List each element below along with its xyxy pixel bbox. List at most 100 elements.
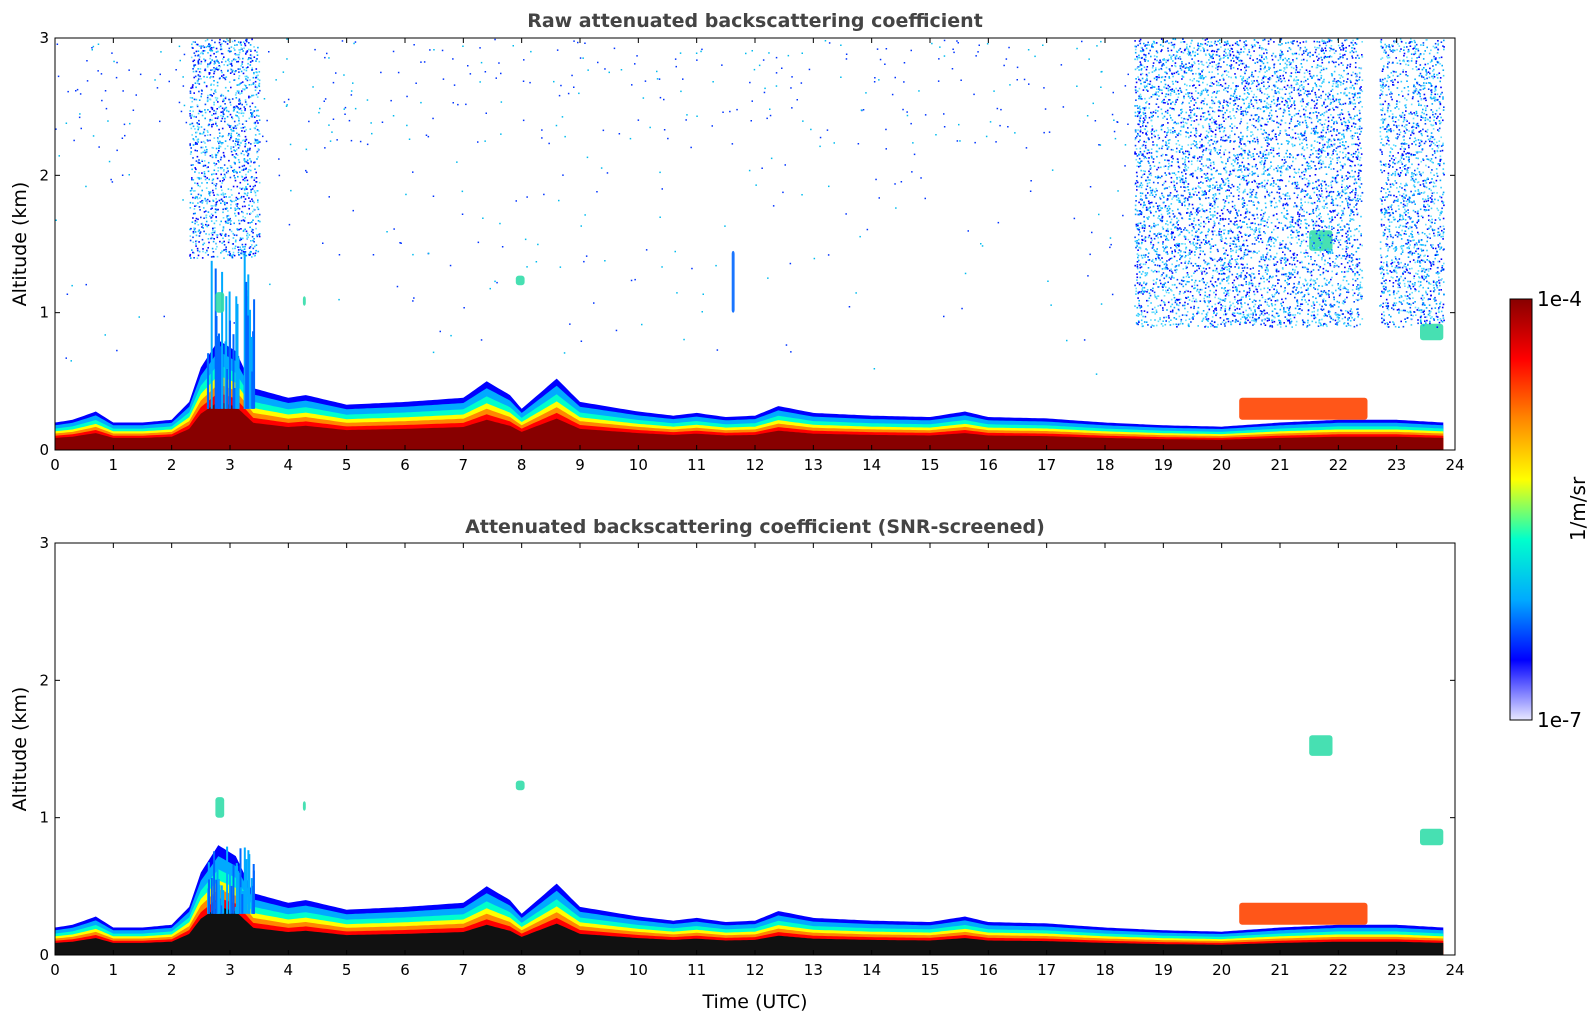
noise-speck xyxy=(1248,149,1250,152)
noise-speck xyxy=(1208,53,1210,55)
noise-speck xyxy=(205,151,208,153)
noise-speck xyxy=(1172,323,1175,326)
noise-speck xyxy=(224,176,227,179)
noise-speck xyxy=(208,191,210,193)
noise-speck xyxy=(1313,227,1315,230)
noise-speck xyxy=(1255,229,1257,231)
noise-speck xyxy=(1201,279,1203,281)
noise-speck xyxy=(219,48,222,51)
noise-speck xyxy=(254,80,257,83)
noise-speck xyxy=(232,232,235,235)
noise-speck xyxy=(1264,184,1267,186)
noise-speck xyxy=(1306,223,1308,225)
noise-speck xyxy=(213,113,215,115)
noise-speck xyxy=(245,176,247,179)
noise-speck xyxy=(1355,199,1357,202)
noise-speck xyxy=(1345,250,1347,253)
noise-speck xyxy=(1224,48,1227,51)
noise-speck xyxy=(1181,157,1184,160)
noise-speck xyxy=(1156,77,1158,80)
noise-speck xyxy=(1240,132,1242,134)
noise-speck xyxy=(1157,305,1159,307)
noise-speck xyxy=(1284,80,1286,83)
noise-speck xyxy=(254,134,257,136)
noise-speck xyxy=(1212,197,1214,199)
noise-speck xyxy=(252,83,254,85)
noise-speck xyxy=(1245,175,1247,178)
noise-speck xyxy=(1256,185,1259,188)
noise-speck xyxy=(231,64,233,67)
noise-speck xyxy=(258,133,261,135)
noise-speck xyxy=(1243,175,1246,178)
noise-speck xyxy=(1174,173,1177,176)
noise-speck xyxy=(1185,177,1187,179)
noise-speck xyxy=(1358,274,1361,276)
noise-speck xyxy=(1307,231,1309,233)
noise-speck xyxy=(1267,226,1269,228)
noise-speck xyxy=(1230,321,1232,323)
noise-speck xyxy=(1182,152,1185,155)
noise-speck xyxy=(192,110,194,113)
noise-speck xyxy=(1173,122,1175,124)
noise-speck xyxy=(1343,163,1346,165)
noise-speck xyxy=(237,251,240,254)
noise-speck xyxy=(1296,219,1299,221)
noise-speck xyxy=(225,250,228,253)
noise-speck xyxy=(228,60,231,63)
noise-speck xyxy=(218,68,220,70)
noise-speck xyxy=(1351,169,1353,172)
noise-speck xyxy=(1263,287,1266,290)
noise-speck xyxy=(241,243,244,246)
noise-speck xyxy=(238,100,240,102)
noise-speck xyxy=(1250,196,1253,198)
noise-speck xyxy=(1184,161,1186,164)
noise-speck xyxy=(1214,199,1217,202)
noise-speck xyxy=(202,227,204,229)
noise-speck xyxy=(1300,251,1302,254)
noise-speck xyxy=(1275,292,1278,294)
noise-speck xyxy=(211,236,213,239)
noise-speck xyxy=(1166,266,1168,269)
noise-speck xyxy=(1201,107,1203,110)
noise-speck xyxy=(1158,215,1160,217)
noise-speck xyxy=(1258,99,1261,101)
noise-speck xyxy=(229,50,231,53)
noise-speck xyxy=(192,157,194,159)
noise-speck xyxy=(1236,158,1239,161)
noise-speck xyxy=(1318,320,1320,322)
noise-speck xyxy=(1307,293,1310,296)
noise-speck xyxy=(1219,184,1221,187)
noise-speck xyxy=(1357,264,1360,267)
noise-speck xyxy=(255,171,257,174)
noise-speck xyxy=(214,96,217,99)
noise-speck xyxy=(1276,312,1279,315)
noise-speck xyxy=(246,162,249,164)
noise-speck xyxy=(1280,80,1283,83)
noise-speck xyxy=(1207,228,1210,230)
noise-speck xyxy=(1321,180,1324,182)
noise-speck xyxy=(1166,134,1168,137)
noise-speck xyxy=(1255,102,1258,104)
noise-speck xyxy=(1333,304,1336,306)
noise-speck xyxy=(1326,251,1328,253)
noise-speck xyxy=(1248,93,1250,95)
noise-speck xyxy=(1292,273,1294,276)
noise-speck xyxy=(1311,202,1314,205)
noise-speck xyxy=(1287,275,1290,278)
noise-speck xyxy=(1261,267,1263,269)
noise-speck xyxy=(237,246,239,248)
noise-speck xyxy=(1202,112,1204,114)
noise-speck xyxy=(1335,314,1337,316)
noise-speck xyxy=(1213,326,1216,328)
noise-speck xyxy=(1228,156,1231,159)
noise-speck xyxy=(253,72,255,75)
noise-speck xyxy=(224,234,226,237)
noise-speck xyxy=(1304,79,1307,82)
noise-speck xyxy=(1359,92,1361,95)
noise-speck xyxy=(1161,76,1164,78)
noise-speck xyxy=(1214,187,1216,189)
noise-speck xyxy=(1301,86,1304,89)
noise-speck xyxy=(242,169,245,171)
noise-speck xyxy=(1227,320,1230,323)
noise-speck xyxy=(1148,97,1151,100)
